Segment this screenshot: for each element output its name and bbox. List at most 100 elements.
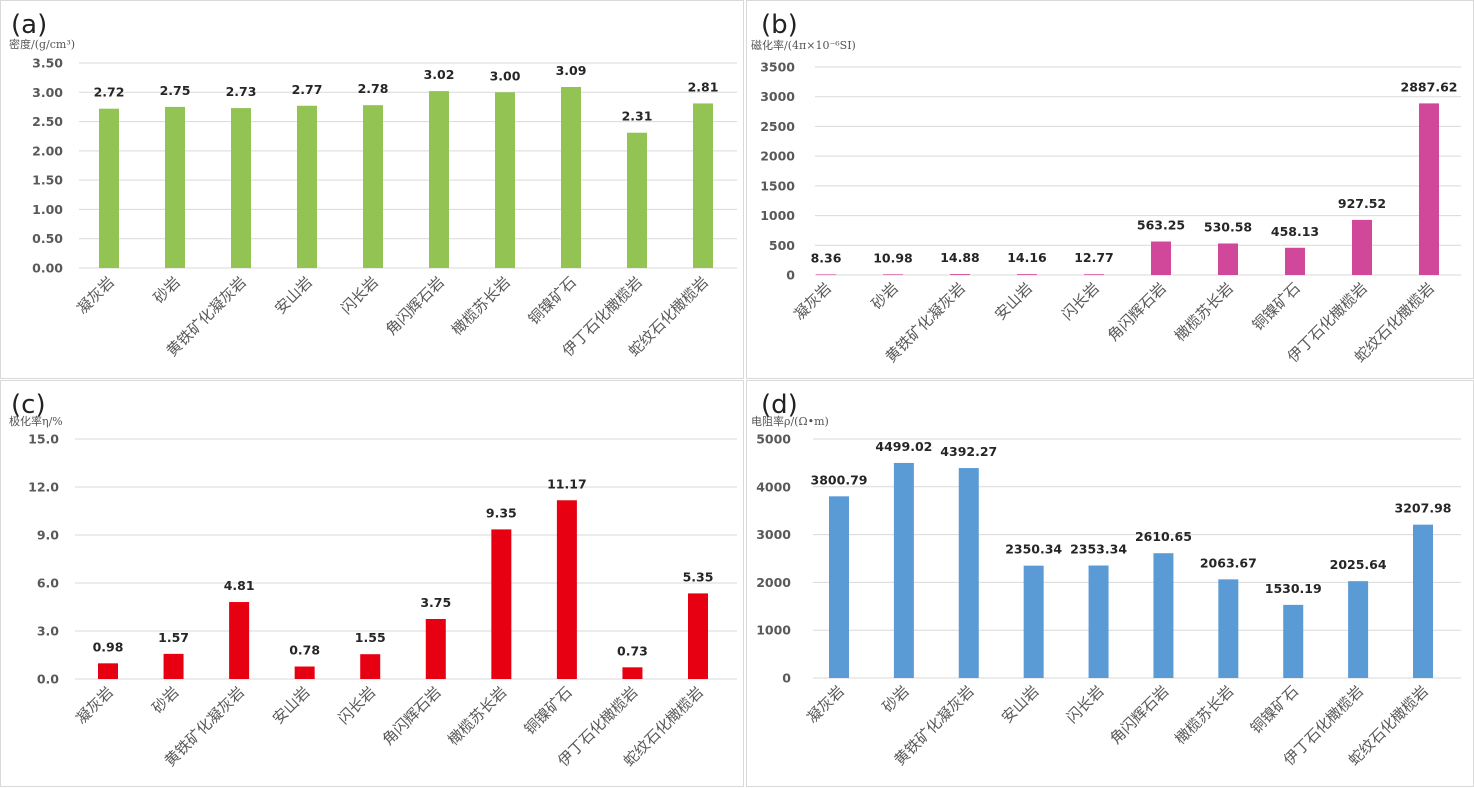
bar xyxy=(98,663,118,679)
data-label: 5.35 xyxy=(683,569,714,584)
data-label: 2353.34 xyxy=(1070,542,1127,557)
data-label: 0.78 xyxy=(289,643,320,658)
bar xyxy=(950,274,970,275)
bar xyxy=(1023,565,1044,678)
y-axis-label: 电阻率ρ/(Ω•m) xyxy=(751,414,829,428)
y-tick-label: 0 xyxy=(782,671,791,686)
data-label: 3800.79 xyxy=(811,472,868,487)
y-tick-label: 3500 xyxy=(760,60,795,75)
data-label: 10.98 xyxy=(873,250,913,265)
x-tick-label: 橄榄苏长岩 xyxy=(444,683,510,749)
data-label: 2610.65 xyxy=(1135,529,1192,544)
x-tick-label: 角闪辉石岩 xyxy=(1104,279,1170,345)
bar xyxy=(294,666,315,679)
data-label: 4.81 xyxy=(224,578,255,593)
x-tick-label: 凝灰岩 xyxy=(72,683,117,728)
chart-panel-d: (d) 电阻率ρ/(Ω•m) 0 1000 2000 3000 4000 5000 3800.7… xyxy=(746,380,1474,787)
chart-panel-c: (c) 极化率η/% 0.0 3.0 6.0 9.0 12.0 15.0 0.98 凝灰岩 1.57… xyxy=(0,380,744,787)
y-tick-label: 5000 xyxy=(756,432,791,447)
x-tick-label: 闪长岩 xyxy=(337,273,382,318)
x-tick-label: 闪长岩 xyxy=(1063,682,1108,727)
data-label: 563.25 xyxy=(1137,218,1185,233)
y-tick-label: 500 xyxy=(769,238,795,253)
x-tick-label: 橄榄苏长岩 xyxy=(448,273,514,339)
data-label: 530.58 xyxy=(1204,219,1252,234)
data-label: 2350.34 xyxy=(1005,542,1062,557)
data-label: 12.77 xyxy=(1074,250,1114,265)
x-tick-label: 铜镍矿石 xyxy=(525,273,580,328)
data-label: 4392.27 xyxy=(940,444,997,459)
data-label: 1530.19 xyxy=(1265,581,1322,596)
panel-label: (b) xyxy=(761,10,798,40)
bar xyxy=(1153,553,1174,678)
bar xyxy=(627,132,647,268)
bar xyxy=(429,91,449,268)
data-label: 9.35 xyxy=(486,505,517,520)
bar xyxy=(561,87,581,268)
data-label: 3.02 xyxy=(424,67,455,82)
data-label: 2.81 xyxy=(688,79,719,94)
y-axis-label: 密度/(g/cm³) xyxy=(9,37,75,51)
bar xyxy=(1151,241,1171,275)
y-tick-label: 3.50 xyxy=(32,56,63,71)
bar xyxy=(99,108,119,268)
chart-panel-a: (a) 密度/(g/cm³) 0.00 0.50 1.00 1.50 2.00 2.50 3.0… xyxy=(0,0,744,379)
y-tick-label: 1000 xyxy=(756,623,791,638)
y-tick-label: 0 xyxy=(786,268,795,283)
bar xyxy=(693,103,713,269)
x-tick-label: 砂岩 xyxy=(868,279,902,313)
y-tick-label: 2000 xyxy=(760,149,795,164)
data-label: 8.36 xyxy=(811,251,842,266)
y-tick-label: 1000 xyxy=(760,208,795,223)
y-tick-label: 2.00 xyxy=(32,143,63,158)
bar xyxy=(1218,243,1238,275)
bar xyxy=(893,462,914,678)
y-tick-label: 4000 xyxy=(756,479,791,494)
data-label: 2.31 xyxy=(622,109,653,124)
y-tick-label: 1.00 xyxy=(32,202,63,217)
data-label: 4499.02 xyxy=(875,439,932,454)
data-label: 2025.64 xyxy=(1330,557,1387,572)
chart-b-svg: (b)磁化率/(4π×10⁻⁶SI) 0 500 1000 1500 2000 2500 30… xyxy=(751,10,1461,366)
bar xyxy=(165,106,185,268)
x-tick-label: 砂岩 xyxy=(150,273,184,307)
bar xyxy=(163,653,184,679)
panel-label: (d) xyxy=(761,390,798,420)
bar xyxy=(491,529,512,679)
x-tick-label: 凝灰岩 xyxy=(790,279,835,324)
y-tick-label: 3.00 xyxy=(32,85,63,100)
x-tick-label: 凝灰岩 xyxy=(803,682,848,727)
bar xyxy=(688,593,708,679)
x-tick-label: 角闪辉石岩 xyxy=(379,683,445,749)
data-label: 2.75 xyxy=(160,83,191,98)
y-tick-label: 0.50 xyxy=(32,231,63,246)
bar xyxy=(1413,524,1433,678)
bar xyxy=(958,468,979,678)
bar xyxy=(495,92,515,269)
chart-a-svg: (a)密度/(g/cm³) 0.00 0.50 1.00 1.50 2.00 2.50 3.0… xyxy=(9,10,737,360)
bar xyxy=(229,602,250,679)
x-tick-label: 闪长岩 xyxy=(1058,279,1103,324)
y-axis-label: 极化率η/% xyxy=(9,414,63,428)
data-label: 3.09 xyxy=(556,63,587,78)
data-label: 458.13 xyxy=(1271,224,1319,239)
y-tick-label: 0.0 xyxy=(37,672,59,687)
x-tick-label: 安山岩 xyxy=(998,682,1043,727)
y-tick-label: 3000 xyxy=(756,527,791,542)
panel-label: (a) xyxy=(11,10,47,40)
data-label: 927.52 xyxy=(1338,196,1386,211)
x-tick-label: 安山岩 xyxy=(269,683,314,728)
y-tick-label: 12.0 xyxy=(28,480,59,495)
data-label: 3.00 xyxy=(490,68,521,83)
chart-d-svg: (d)电阻率ρ/(Ω•m) 0 1000 2000 3000 4000 5000 3800.7… xyxy=(751,390,1461,769)
y-tick-label: 0.00 xyxy=(32,261,63,276)
data-label: 3207.98 xyxy=(1395,501,1452,516)
x-tick-label: 闪长岩 xyxy=(334,683,379,728)
bar xyxy=(360,654,381,679)
data-label: 1.55 xyxy=(355,630,386,645)
chart-panel-b: (b) 磁化率/(4π×10⁻⁶SI) 0 500 1000 1500 2000 2500 30… xyxy=(746,0,1474,379)
y-tick-label: 1500 xyxy=(760,178,795,193)
bar xyxy=(297,105,317,268)
bar xyxy=(1285,247,1305,275)
y-tick-label: 15.0 xyxy=(28,432,59,447)
